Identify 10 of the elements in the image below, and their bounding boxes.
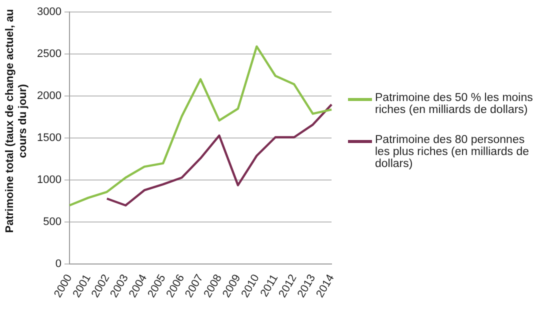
y-tick-label: 2500: [36, 48, 62, 60]
y-tick-label: 3000: [36, 6, 62, 18]
y-tick-label: 0: [55, 258, 62, 270]
legend-label: Patrimoine des 50 % les moins riches (en milliards de dollars): [375, 92, 533, 116]
legend-label: Patrimoine des 80 personnes les plus riches (en milliards de dollars): [375, 134, 530, 170]
y-axis-title: Patrimoine total (taux de change actuel, au cours du jour): [4, 8, 30, 235]
y-tick-label: 2000: [36, 90, 62, 102]
y-tick-label: 500: [43, 216, 62, 228]
y-tick-label: 1500: [36, 132, 62, 144]
y-tick-label: 1000: [36, 174, 62, 186]
